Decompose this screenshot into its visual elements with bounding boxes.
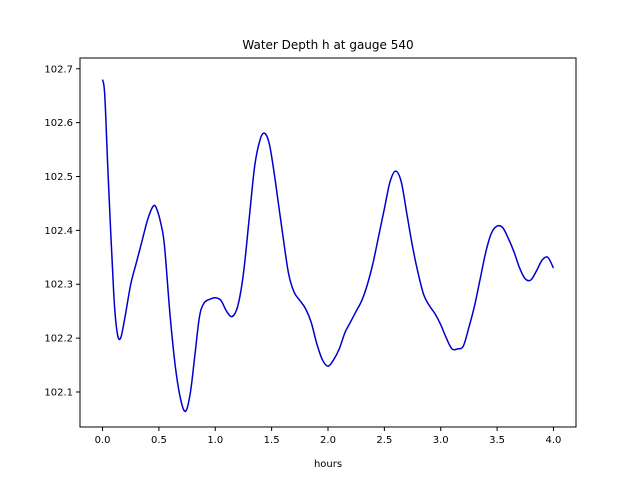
x-tick-label: 4.0 (546, 435, 562, 446)
y-tick-label: 102.1 (44, 387, 73, 398)
plot-frame (79, 57, 577, 428)
y-tick-label: 102.2 (44, 334, 73, 345)
x-tick-label: 1.5 (264, 435, 280, 446)
y-tick-label: 102.4 (44, 226, 73, 237)
x-tick-label: 1.0 (207, 435, 223, 446)
axis-ticks: 0.0 0.5 1.0 1.5 2.0 2.5 3.0 3.5 4.0 102.1 102.2 102… (44, 64, 561, 446)
x-tick-label: 3.0 (433, 435, 449, 446)
x-tick-label: 0.5 (151, 435, 167, 446)
x-axis-label: hours (314, 459, 342, 470)
series-line (101, 79, 555, 413)
y-tick-label: 102.5 (44, 172, 73, 183)
plot-area (101, 79, 555, 413)
x-tick-label: 3.5 (489, 435, 505, 446)
y-tick-label: 102.3 (44, 280, 73, 291)
x-tick-label: 2.5 (376, 435, 392, 446)
y-tick-label: 102.6 (44, 118, 73, 129)
y-tick-label: 102.7 (44, 64, 73, 75)
chart-title: Water Depth h at gauge 540 (242, 38, 413, 52)
x-tick-label: 2.0 (320, 435, 336, 446)
x-tick-label: 0.0 (95, 435, 111, 446)
